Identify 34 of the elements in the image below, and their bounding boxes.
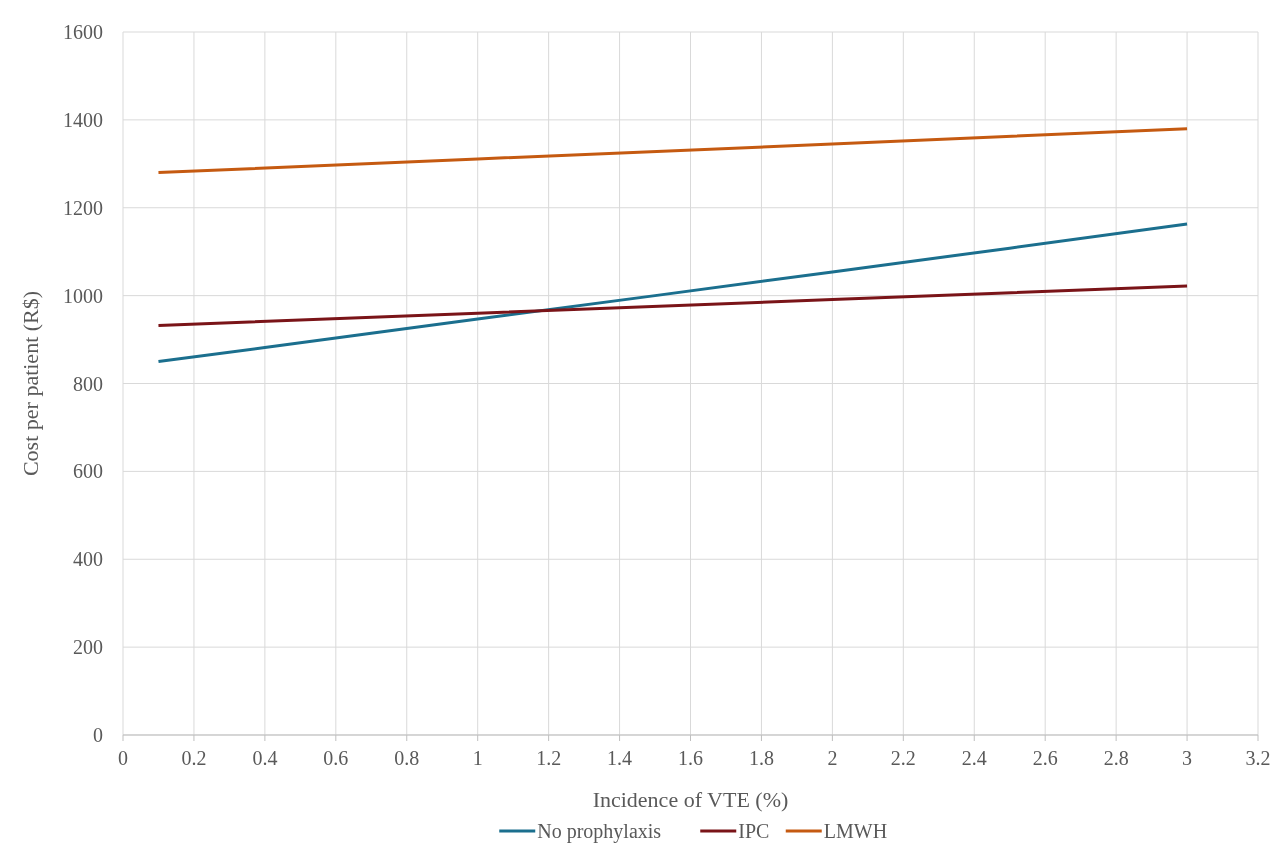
y-axis-title: Cost per patient (R$): [18, 290, 43, 477]
x-tick-label: 2: [827, 747, 838, 769]
x-tick-label: 2.6: [1032, 747, 1058, 769]
x-tick-label: 1: [472, 747, 483, 769]
x-tick-label: 0.2: [181, 747, 207, 769]
line-series: [156, 284, 1189, 327]
x-tick-label: 2.2: [890, 747, 916, 769]
x-tick-label: 3: [1182, 747, 1193, 769]
x-tick-label: 0.8: [394, 747, 420, 769]
line-series: [156, 127, 1189, 175]
x-tick-label: 1.6: [678, 747, 703, 769]
line-series: [156, 222, 1189, 364]
y-tick-label: 400: [73, 548, 103, 571]
y-tick-label: 1000: [63, 284, 103, 307]
y-tick-label: 1600: [63, 21, 103, 43]
x-tick-label: 3.2: [1245, 747, 1271, 769]
legend-label: LMWH: [823, 820, 888, 842]
x-axis-title: Incidence of VTE (%): [592, 787, 789, 812]
x-tick-label: 2.4: [961, 747, 987, 769]
y-tick-label: 1400: [63, 108, 103, 131]
x-tick-label: 0.4: [252, 747, 278, 769]
y-tick-label: 1200: [63, 196, 103, 219]
x-tick-label: 0.6: [323, 747, 349, 769]
y-tick-label: 0: [93, 724, 103, 746]
legend-label: No prophylaxis: [537, 820, 662, 843]
legend-label: IPC: [738, 820, 770, 842]
x-tick-label: 1.4: [607, 747, 633, 769]
x-tick-label: 1.8: [748, 747, 774, 769]
x-tick-label: 0: [118, 747, 128, 769]
x-tick-label: 2.8: [1103, 747, 1129, 769]
x-tick-label: 1.2: [536, 747, 562, 769]
y-tick-label: 200: [73, 636, 103, 659]
y-tick-label: 600: [73, 460, 103, 483]
y-tick-label: 800: [73, 372, 103, 395]
